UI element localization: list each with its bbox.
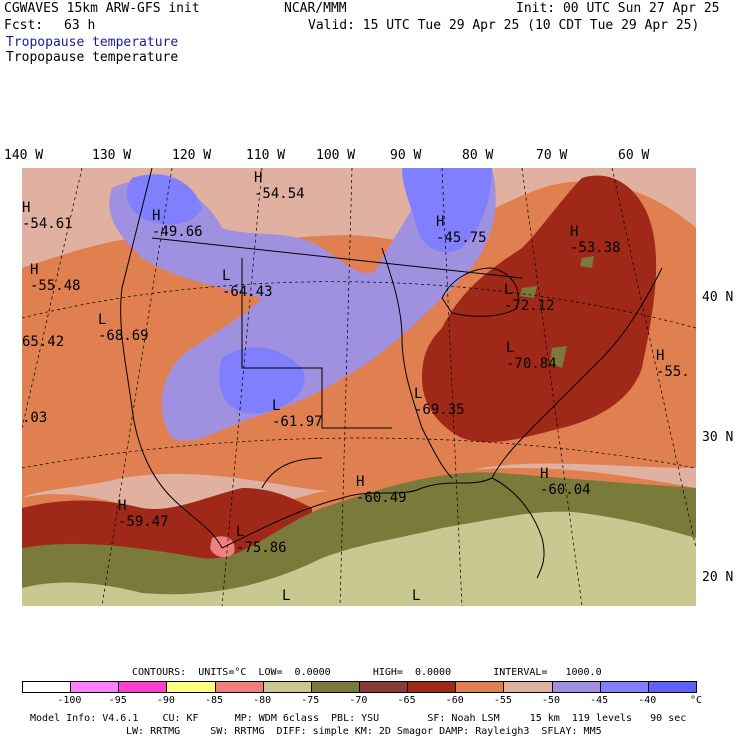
lon-label-100w: 100 W <box>316 148 356 163</box>
colorbar-swatch <box>551 681 601 693</box>
colorbar-swatch <box>407 681 457 693</box>
lat-label-30n: 30 N <box>702 430 734 445</box>
lat-label-20n: 20 N <box>702 570 734 585</box>
map-label: L -64.43 <box>222 268 273 300</box>
colorbar-swatch <box>166 681 216 693</box>
map-label: L -75.86 <box>236 524 287 556</box>
colorbar-tick-label: -40 <box>638 695 657 706</box>
colorbar-swatch <box>503 681 553 693</box>
lat-label-40n: 40 N <box>702 290 734 305</box>
model-info-line2: LW: RRTMG SW: RRTMG DIFF: simple KM: 2D … <box>126 726 602 737</box>
tropopause-field <box>22 168 696 606</box>
colorbar-swatch <box>359 681 409 693</box>
map-label: H -59.47 <box>118 498 169 530</box>
map-label: 65.42 <box>22 334 65 350</box>
model-info-line1: Model Info: V4.6.1 CU: KF MP: WDM 6class… <box>30 713 687 724</box>
map-label: L <box>412 588 421 604</box>
lon-label-90w: 90 W <box>390 148 422 163</box>
colorbar-tick-label: -70 <box>349 695 368 706</box>
colorbar-tick-label: -55 <box>493 695 512 706</box>
field-title-blue: Tropopause temperature <box>6 35 179 50</box>
colorbar-swatch <box>22 681 72 693</box>
colorbar-swatch <box>118 681 168 693</box>
field-title: Tropopause temperature <box>6 50 179 65</box>
lon-label-80w: 80 W <box>462 148 494 163</box>
colorbar-swatch <box>599 681 649 693</box>
colorbar-tick-label: -80 <box>253 695 272 706</box>
map-label: H -55.48 <box>30 262 81 294</box>
map-label: H -60.49 <box>356 474 407 506</box>
colorbar <box>22 681 697 693</box>
map-label: H -54.61 <box>22 200 73 232</box>
map-label: H -49.66 <box>152 208 203 240</box>
colorbar-swatch <box>262 681 312 693</box>
colorbar-tick-label: -50 <box>541 695 561 706</box>
map-label: L <box>282 588 291 604</box>
forecast-hour: 63 h <box>64 18 96 33</box>
colorbar-unit: °C <box>690 695 703 706</box>
lon-label-110w: 110 W <box>246 148 286 163</box>
colorbar-tick-label: -60 <box>445 695 464 706</box>
lon-label-140w: 140 W <box>4 148 44 163</box>
map-label: H -55. <box>656 348 690 380</box>
model-title: CGWAVES 15km ARW-GFS init <box>4 1 200 16</box>
colorbar-tick-label: -85 <box>204 695 224 706</box>
colorbar-tick-label: -75 <box>301 695 320 706</box>
init-time: Init: 00 UTC Sun 27 Apr 25 <box>516 1 720 16</box>
map-panel: H -54.54 H -54.61 H -49.66 H -45.75 H -5… <box>22 168 696 606</box>
forecast-label: Fcst: <box>4 18 44 33</box>
colorbar-tick-label: -90 <box>156 695 175 706</box>
map-label: L -68.69 <box>98 312 149 344</box>
colorbar-swatch <box>647 681 697 693</box>
map-label: H -53.38 <box>570 224 621 256</box>
valid-time: Valid: 15 UTC Tue 29 Apr 25 (10 CDT Tue … <box>308 18 700 33</box>
contours-info: CONTOURS: UNITS=°C LOW= 0.0000 HIGH= 0.0… <box>132 667 602 678</box>
map-label: H -54.54 <box>254 170 305 202</box>
lon-label-70w: 70 W <box>536 148 568 163</box>
colorbar-tick-label: -45 <box>590 695 609 706</box>
colorbar-tick-label: -65 <box>397 695 416 706</box>
lon-label-130w: 130 W <box>92 148 132 163</box>
colorbar-swatch <box>310 681 360 693</box>
center-label: NCAR/MMM <box>284 1 347 16</box>
colorbar-swatch <box>455 681 505 693</box>
lon-label-60w: 60 W <box>618 148 650 163</box>
lon-label-120w: 120 W <box>172 148 212 163</box>
colorbar-tick-label: -100 <box>57 695 82 706</box>
map-label: L -72.12 <box>504 282 555 314</box>
map-label: L -69.35 <box>414 386 465 418</box>
map-label: .03 <box>22 410 48 426</box>
map-label: H -60.04 <box>540 466 591 498</box>
colorbar-swatch <box>70 681 120 693</box>
map-label: H -45.75 <box>436 214 487 246</box>
colorbar-swatch <box>214 681 264 693</box>
map-label: L -70.84 <box>506 340 557 372</box>
colorbar-tick-label: -95 <box>108 695 127 706</box>
map-label: L -61.97 <box>272 398 323 430</box>
